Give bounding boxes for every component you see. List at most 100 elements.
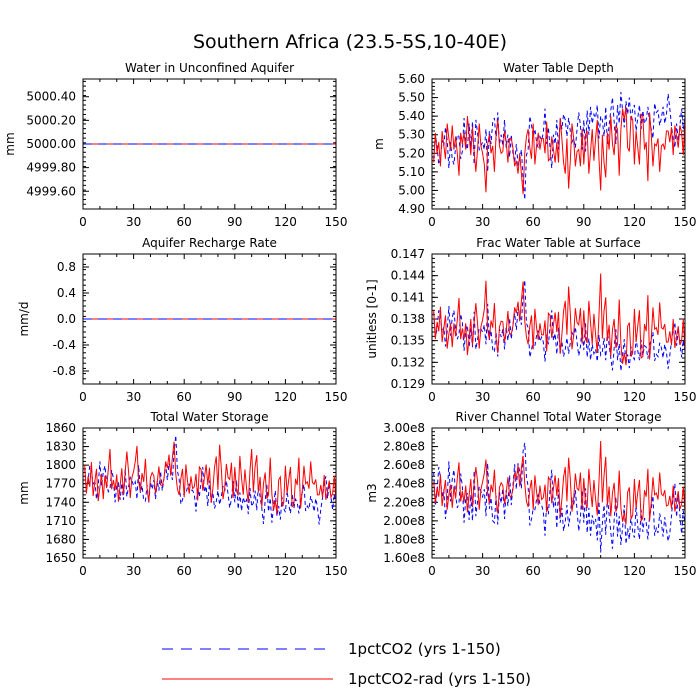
y-tick-label: 0.135 bbox=[391, 334, 425, 348]
x-tick-label: 30 bbox=[475, 215, 490, 229]
y-tick-label: 0.144 bbox=[391, 269, 425, 283]
x-tick-label: 150 bbox=[325, 390, 348, 404]
x-tick-label: 60 bbox=[177, 215, 192, 229]
y-tick-label: 5.20 bbox=[398, 146, 425, 160]
x-tick-label: 30 bbox=[475, 390, 490, 404]
y-tick-label: 5.30 bbox=[398, 128, 425, 142]
y-tick-label: 0.147 bbox=[391, 247, 425, 261]
y-axis-label: mm bbox=[3, 132, 17, 155]
x-tick-label: 120 bbox=[623, 564, 646, 578]
y-tick-label: 5.00 bbox=[398, 183, 425, 197]
panel-title: Total Water Storage bbox=[149, 410, 268, 424]
x-tick-label: 120 bbox=[274, 564, 297, 578]
y-tick-label: 1830 bbox=[45, 440, 76, 454]
y-tick-label: 0.132 bbox=[391, 355, 425, 369]
x-tick-label: 90 bbox=[576, 390, 591, 404]
legend-label-1pctCO2: 1pctCO2 (yrs 1-150) bbox=[348, 640, 501, 658]
y-tick-label: 5.10 bbox=[398, 165, 425, 179]
x-tick-label: 150 bbox=[674, 215, 697, 229]
x-tick-label: 60 bbox=[177, 390, 192, 404]
y-tick-label: 1710 bbox=[45, 514, 76, 528]
series-line-1pctCO2-rad bbox=[433, 440, 685, 525]
y-tick-label: 2.60e8 bbox=[383, 458, 425, 472]
x-tick-label: 0 bbox=[79, 390, 87, 404]
panel-title: Aquifer Recharge Rate bbox=[142, 236, 277, 250]
series-line-1pctCO2 bbox=[84, 435, 336, 525]
y-axis-label: m3 bbox=[365, 483, 379, 502]
y-tick-label: 2.20e8 bbox=[383, 495, 425, 509]
y-axis-label: m bbox=[372, 138, 386, 150]
series-line-1pctCO2-rad bbox=[433, 106, 685, 195]
y-tick-label: 5000.20 bbox=[26, 113, 76, 127]
series-line-1pctCO2 bbox=[433, 91, 685, 200]
y-tick-label: 4.90 bbox=[398, 202, 425, 216]
y-tick-label: 3.00e8 bbox=[383, 421, 425, 435]
y-tick-label: 1.60e8 bbox=[383, 551, 425, 565]
y-tick-label: 0.138 bbox=[391, 312, 425, 326]
y-tick-label: 4999.80 bbox=[26, 161, 76, 175]
series-line-1pctCO2-rad bbox=[433, 273, 685, 366]
x-tick-label: 60 bbox=[177, 564, 192, 578]
panel-3: Frac Water Table at Surface unitless [0-1… bbox=[365, 236, 696, 404]
x-tick-label: 0 bbox=[79, 564, 87, 578]
y-tick-label: 2.40e8 bbox=[383, 477, 425, 491]
y-tick-label: 0.8 bbox=[57, 260, 76, 274]
y-tick-label: 1650 bbox=[45, 551, 76, 565]
y-tick-label: 0.0 bbox=[57, 312, 76, 326]
panel-2: Aquifer Recharge Rate mm/d 0 30 60 90 120 150 0.… bbox=[17, 236, 347, 404]
x-tick-label: 90 bbox=[576, 215, 591, 229]
x-tick-label: 90 bbox=[227, 215, 242, 229]
panel-title: River Channel Total Water Storage bbox=[455, 410, 661, 424]
plot-frame bbox=[431, 427, 686, 559]
x-tick-label: 90 bbox=[227, 564, 242, 578]
panel-4: Total Water Storage mm 0 30 60 90 120 150 1860 18… bbox=[17, 410, 347, 578]
y-tick-label: -0.8 bbox=[53, 364, 76, 378]
x-tick-label: 150 bbox=[325, 564, 348, 578]
x-tick-label: 60 bbox=[526, 390, 541, 404]
x-tick-label: 0 bbox=[428, 564, 436, 578]
x-tick-label: 0 bbox=[428, 215, 436, 229]
x-tick-label: 120 bbox=[274, 390, 297, 404]
series-line-1pctCO2 bbox=[433, 442, 685, 553]
x-tick-label: 30 bbox=[126, 215, 141, 229]
x-tick-label: 0 bbox=[79, 215, 87, 229]
y-tick-label: 5.40 bbox=[398, 109, 425, 123]
y-axis-label: mm/d bbox=[17, 301, 31, 336]
y-tick-label: 2.80e8 bbox=[383, 440, 425, 454]
y-tick-label: 4999.60 bbox=[26, 184, 76, 198]
plot-frame bbox=[431, 78, 686, 210]
x-tick-label: 0 bbox=[428, 390, 436, 404]
series-line-1pctCO2-rad bbox=[84, 441, 336, 515]
y-tick-label: 0.141 bbox=[391, 290, 425, 304]
y-tick-label: -0.4 bbox=[53, 338, 76, 352]
y-tick-label: 1740 bbox=[45, 495, 76, 509]
plot-frame bbox=[82, 253, 337, 385]
panel-title: Water Table Depth bbox=[503, 61, 614, 75]
y-tick-label: 0.129 bbox=[391, 377, 425, 391]
y-tick-label: 1.80e8 bbox=[383, 532, 425, 546]
y-tick-label: 5000.40 bbox=[26, 90, 76, 104]
x-tick-label: 90 bbox=[227, 390, 242, 404]
x-tick-label: 90 bbox=[576, 564, 591, 578]
y-axis-label: mm bbox=[17, 481, 31, 504]
y-tick-label: 5.50 bbox=[398, 91, 425, 105]
plot-frame bbox=[431, 253, 686, 385]
y-axis-label: unitless [0-1] bbox=[365, 279, 379, 358]
x-tick-label: 150 bbox=[674, 564, 697, 578]
y-tick-label: 5000.00 bbox=[26, 137, 76, 151]
x-tick-label: 150 bbox=[325, 215, 348, 229]
x-tick-label: 30 bbox=[126, 390, 141, 404]
x-tick-label: 120 bbox=[623, 390, 646, 404]
x-tick-label: 150 bbox=[674, 390, 697, 404]
y-tick-label: 1800 bbox=[45, 458, 76, 472]
y-tick-label: 1770 bbox=[45, 477, 76, 491]
figure-title: Southern Africa (23.5-5S,10-40E) bbox=[193, 31, 507, 53]
x-tick-label: 30 bbox=[126, 564, 141, 578]
x-tick-label: 120 bbox=[623, 215, 646, 229]
x-tick-label: 120 bbox=[274, 215, 297, 229]
y-tick-label: 1680 bbox=[45, 532, 76, 546]
x-tick-label: 60 bbox=[526, 215, 541, 229]
plot-frame bbox=[82, 427, 337, 559]
panel-5: River Channel Total Water Storage m3 0 30 60… bbox=[365, 410, 696, 578]
y-tick-label: 0.4 bbox=[57, 286, 76, 300]
